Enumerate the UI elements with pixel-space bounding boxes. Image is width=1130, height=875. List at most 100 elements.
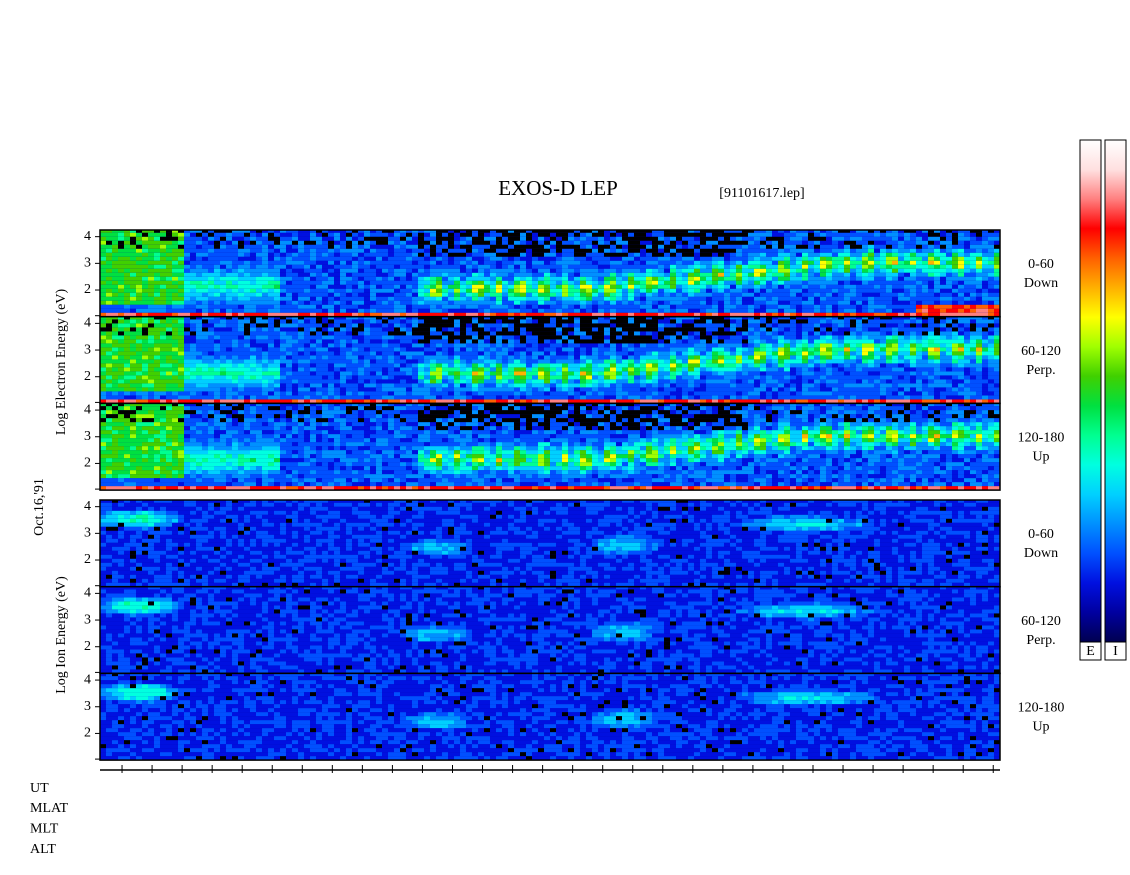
spectrogram-cell bbox=[970, 260, 976, 265]
spectrogram-cell bbox=[916, 300, 922, 305]
spectrogram-cell bbox=[358, 355, 364, 360]
spectrogram-cell bbox=[208, 375, 214, 380]
spectrogram-cell bbox=[442, 347, 448, 352]
spectrogram-cell bbox=[424, 304, 430, 309]
spectrogram-cell bbox=[262, 232, 268, 237]
spectrogram-cell bbox=[658, 304, 664, 309]
spectrogram-cell bbox=[802, 304, 808, 309]
spectrogram-cell bbox=[364, 280, 370, 285]
spectrogram-cell bbox=[964, 232, 970, 237]
spectrogram-cell bbox=[448, 232, 454, 237]
spectrogram-cell bbox=[370, 399, 376, 404]
spectrogram-cell bbox=[484, 288, 490, 293]
spectrogram-cell bbox=[178, 379, 184, 384]
spectrogram-cell bbox=[814, 296, 820, 301]
spectrogram-cell bbox=[520, 244, 526, 249]
spectrogram-cell bbox=[676, 280, 682, 285]
spectrogram-cell bbox=[544, 232, 550, 237]
spectrogram-cell bbox=[256, 339, 262, 344]
spectrogram-cell bbox=[232, 363, 238, 368]
spectrogram-cell bbox=[556, 230, 562, 233]
spectrogram-cell bbox=[190, 288, 196, 293]
spectrogram-cell bbox=[178, 312, 184, 317]
spectrogram-cell bbox=[394, 319, 400, 324]
spectrogram-cell bbox=[142, 327, 148, 332]
spectrogram-cell bbox=[202, 395, 208, 400]
spectrogram-cell bbox=[496, 284, 502, 289]
spectrogram-cell bbox=[508, 244, 514, 249]
spectrogram-cell bbox=[190, 280, 196, 285]
spectrogram-cell bbox=[286, 296, 292, 301]
spectrogram-cell bbox=[346, 375, 352, 380]
spectrogram-cell bbox=[244, 252, 250, 257]
spectrogram-cell bbox=[238, 391, 244, 396]
spectrogram-cell bbox=[556, 395, 562, 400]
spectrogram-cell bbox=[460, 256, 466, 261]
spectrogram-cell bbox=[142, 351, 148, 356]
spectrogram-cell bbox=[388, 355, 394, 360]
spectrogram-cell bbox=[328, 252, 334, 257]
spectrogram-cell bbox=[982, 280, 988, 285]
spectrogram-cell bbox=[688, 288, 694, 293]
spectrogram-cell bbox=[292, 260, 298, 265]
spectrogram-cell bbox=[748, 248, 754, 253]
spectrogram-cell bbox=[832, 284, 838, 289]
spectrogram-cell bbox=[832, 248, 838, 253]
spectrogram-cell bbox=[658, 232, 664, 237]
spectrogram-cell bbox=[238, 280, 244, 285]
spectrogram-cell bbox=[178, 343, 184, 348]
spectrogram-cell bbox=[268, 319, 274, 324]
spectrogram-cell bbox=[154, 276, 160, 281]
spectrogram-cell bbox=[400, 288, 406, 293]
spectrogram-cell bbox=[772, 268, 778, 273]
spectrogram-cell bbox=[592, 244, 598, 249]
spectrogram-cell bbox=[178, 232, 184, 237]
spectrogram-cell bbox=[964, 300, 970, 305]
spectrogram-cell bbox=[136, 363, 142, 368]
spectrogram-cell bbox=[562, 244, 568, 249]
spectrogram-cell bbox=[634, 272, 640, 277]
spectrogram-cell bbox=[598, 280, 604, 285]
spectrogram-cell bbox=[622, 248, 628, 253]
spectrogram-cell bbox=[304, 335, 310, 340]
spectrogram-cell bbox=[922, 232, 928, 237]
spectrogram-cell bbox=[586, 312, 592, 317]
spectrogram-cell bbox=[316, 343, 322, 348]
spectrogram-cell bbox=[946, 260, 952, 265]
spectrogram-cell bbox=[580, 280, 586, 285]
spectrogram-cell bbox=[934, 244, 940, 249]
spectrogram-cell bbox=[796, 252, 802, 257]
spectrogram-cell bbox=[802, 300, 808, 305]
spectrogram-cell bbox=[196, 236, 202, 241]
spectrogram-cell bbox=[790, 236, 796, 241]
spectrogram-cell bbox=[796, 296, 802, 301]
spectrogram-cell bbox=[328, 343, 334, 348]
spectrogram-cell bbox=[952, 240, 958, 245]
spectrogram-cell bbox=[784, 308, 790, 313]
spectrogram-cell bbox=[322, 367, 328, 372]
spectrogram-cell bbox=[220, 391, 226, 396]
spectrogram-cell bbox=[358, 379, 364, 384]
spectrogram-cell bbox=[346, 335, 352, 340]
spectrogram-cell bbox=[208, 232, 214, 237]
spectrogram-cell bbox=[232, 260, 238, 265]
spectrogram-cell bbox=[154, 280, 160, 285]
spectrogram-cell bbox=[322, 316, 328, 320]
spectrogram-cell bbox=[478, 276, 484, 281]
spectrogram-cell bbox=[436, 288, 442, 293]
spectrogram-cell bbox=[328, 236, 334, 241]
spectrogram-cell bbox=[520, 252, 526, 257]
spectrogram-cell bbox=[256, 296, 262, 301]
spectrogram-cell bbox=[892, 244, 898, 249]
spectrogram-cell bbox=[454, 236, 460, 241]
spectrogram-cell bbox=[172, 351, 178, 356]
spectrogram-cell bbox=[556, 383, 562, 388]
spectrogram-cell bbox=[250, 335, 256, 340]
spectrogram-cell bbox=[736, 264, 742, 269]
spectrogram-cell bbox=[526, 304, 532, 309]
spectrogram-cell bbox=[136, 359, 142, 364]
spectrogram-cell bbox=[640, 260, 646, 265]
spectrogram-cell bbox=[538, 339, 544, 344]
spectrogram-cell bbox=[652, 248, 658, 253]
spectrogram-cell bbox=[202, 304, 208, 309]
